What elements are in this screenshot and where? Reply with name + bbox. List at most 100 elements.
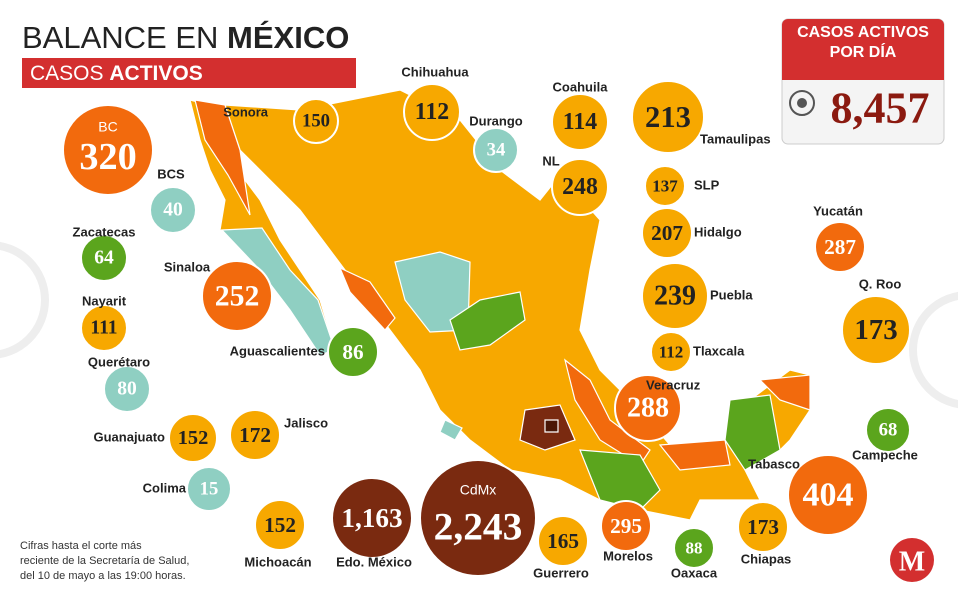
- footnote: Cifras hasta el corte más reciente de la…: [20, 540, 189, 582]
- title-regular: BALANCE EN: [22, 20, 218, 55]
- state-value: 173: [747, 515, 779, 539]
- state-name: Q. Roo: [859, 276, 902, 291]
- state-value: 112: [659, 343, 684, 362]
- logo: [890, 538, 934, 582]
- state-bubble: [186, 466, 232, 512]
- state-value: 287: [824, 235, 856, 259]
- state-bubble: [841, 295, 911, 365]
- state-name: Morelos: [603, 548, 653, 563]
- state-bubble: [641, 262, 709, 330]
- daily-value: 8,457: [831, 84, 930, 133]
- state-name: BCS: [157, 166, 185, 181]
- state-value: 295: [610, 514, 642, 538]
- subtitle-banner: [22, 58, 356, 88]
- state-name: Hidalgo: [694, 224, 742, 239]
- state-name: Chihuahua: [401, 64, 469, 79]
- state-value: 288: [627, 393, 669, 424]
- state-value: 213: [645, 100, 691, 134]
- state-name: CdMx: [460, 482, 497, 498]
- state-name: Aguascalientes: [230, 343, 325, 358]
- state-bubble: [641, 207, 693, 259]
- state-name: Tamaulipas: [700, 131, 771, 146]
- state-name: Campeche: [852, 447, 918, 462]
- state-name: Chiapas: [741, 551, 792, 566]
- state-bubble: [673, 527, 715, 569]
- state-bubble: [293, 98, 339, 144]
- state-bubble: [650, 331, 692, 373]
- state-name: Michoacán: [244, 554, 311, 569]
- state-bubble: [865, 407, 911, 453]
- state-value: 165: [547, 529, 579, 553]
- state-value: 239: [654, 281, 696, 312]
- map: [189, 89, 811, 521]
- state-bubble: [331, 477, 413, 559]
- state-value: 172: [239, 423, 271, 447]
- state-name: Oaxaca: [671, 565, 718, 580]
- state-name: Tabasco: [748, 456, 800, 471]
- state-bubble: [814, 221, 866, 273]
- state-bubble: [787, 454, 869, 536]
- state-bubble: [551, 158, 609, 216]
- state-name: Puebla: [710, 287, 753, 302]
- state-bubble: [631, 80, 705, 154]
- state-bubble: [403, 83, 461, 141]
- state-value: 248: [562, 174, 598, 200]
- logo-text: M: [899, 547, 925, 578]
- state-bubble: [80, 234, 128, 282]
- state-value: 207: [651, 221, 683, 245]
- state-value: 150: [302, 111, 330, 132]
- state-bubble: [537, 515, 589, 567]
- daily-box-title: CASOS ACTIVOS POR DÍA: [797, 24, 929, 61]
- state-name: Zacatecas: [73, 224, 136, 239]
- state-name: Guerrero: [533, 565, 589, 580]
- footnote-line: reciente de la Secretaría de Salud,: [20, 555, 189, 567]
- state-name: Nayarit: [82, 293, 127, 308]
- state-name: Yucatán: [813, 203, 863, 218]
- state-value: 114: [563, 109, 597, 135]
- state-value: 173: [854, 314, 897, 346]
- state-value: 1,163: [341, 503, 402, 533]
- state-bubble: [473, 127, 519, 173]
- state-value: 2,243: [434, 505, 523, 549]
- state-value: 152: [178, 427, 209, 449]
- state-name: NL: [542, 153, 559, 168]
- state-bubble: [168, 413, 218, 463]
- state-bubble: [737, 501, 789, 553]
- state-name: Jalisco: [284, 415, 328, 430]
- state-value: 111: [90, 318, 117, 339]
- state-name: Tlaxcala: [693, 343, 745, 358]
- state-name: Coahuila: [553, 79, 609, 94]
- state-value: 152: [264, 513, 296, 537]
- title-bold: MÉXICO: [227, 20, 349, 55]
- footnote-line: del 10 de mayo a las 19:00 horas.: [20, 570, 186, 582]
- state-name: BC: [98, 119, 117, 135]
- state-name: Sonora: [223, 104, 269, 119]
- subtitle-bold: ACTIVOS: [109, 62, 202, 85]
- state-bubble: [327, 326, 379, 378]
- state-bubble: [149, 186, 197, 234]
- state-value: 88: [686, 539, 703, 558]
- state-bubble: [254, 499, 306, 551]
- watermark: [0, 241, 958, 409]
- state-value: 112: [415, 99, 449, 125]
- state-value: 404: [803, 477, 854, 514]
- state-value: 15: [200, 479, 219, 500]
- subtitle: CASOS ACTIVOS: [30, 62, 203, 85]
- state-bubble: [644, 165, 686, 207]
- state-bubble: [600, 500, 652, 552]
- state-bubble: [419, 459, 537, 577]
- state-name: SLP: [694, 177, 720, 192]
- state-name: Guanajuato: [93, 429, 165, 444]
- state-bubble: [62, 104, 154, 196]
- state-name: Sinaloa: [164, 259, 211, 274]
- state-bubble: [80, 304, 128, 352]
- daily-box: CASOS ACTIVOS POR DÍA 8,457: [781, 18, 945, 145]
- state-value: 320: [79, 136, 136, 178]
- state-value: 252: [215, 280, 260, 313]
- footnote-line: Cifras hasta el corte más: [20, 540, 142, 552]
- state-value: 34: [487, 140, 506, 161]
- state-value: 68: [879, 420, 898, 441]
- state-name: Querétaro: [88, 354, 150, 369]
- state-bubble: [229, 409, 281, 461]
